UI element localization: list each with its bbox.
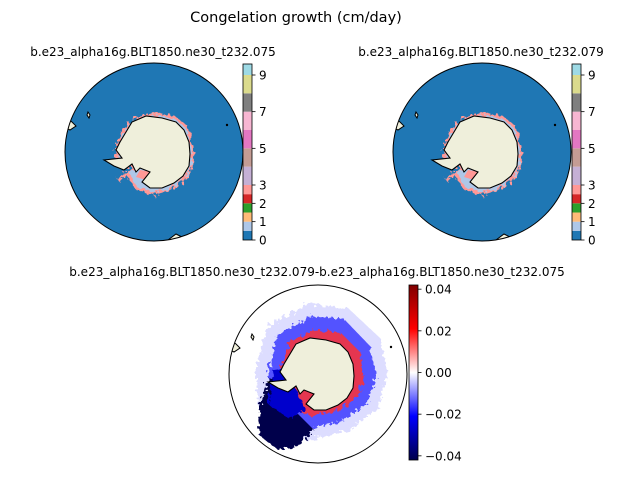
panel-a-title: b.e23_alpha16g.BLT1850.ne30_t232.075	[30, 45, 276, 59]
panel-a-colorbar-bin	[243, 111, 252, 130]
panel-c-colorbar-tick-label: 0.04	[425, 283, 452, 297]
panel-c-colorbar-gradient	[408, 284, 419, 461]
panel-b-colorbar-tick-label: 1	[588, 215, 596, 229]
panel-b-colorbar-bin	[572, 185, 581, 195]
panel-c-colorbar-tick-label: −0.02	[425, 408, 462, 422]
panel-b-colorbar-bin	[572, 230, 581, 240]
panel-a-colorbar-tick-label: 7	[259, 105, 267, 119]
panel-a-colorbar-bin	[243, 212, 252, 222]
panel-c-colorbar-tick-label: 0.00	[425, 366, 452, 380]
panel-a-colorbar-bin	[243, 166, 252, 185]
panel-a-antarctica	[102, 115, 191, 189]
panel-c-island-1	[250, 332, 255, 342]
panel-b-weddell-patch	[464, 170, 480, 180]
panel-a-colorbar-tick-label: 5	[259, 142, 267, 156]
panel-a-colorbar-bin	[243, 64, 252, 75]
panel-b-colorbar-bin	[572, 130, 581, 149]
panel-b-map	[392, 62, 572, 242]
panel-c-colorbar-tick-label: −0.04	[425, 449, 462, 463]
panel-a-colorbar-tick-label: 3	[259, 179, 267, 193]
panel-a-colorbar-bin	[243, 93, 252, 112]
panel-b-colorbar-tick-label: 5	[588, 142, 596, 156]
panel-b-colorbar-bin	[572, 64, 581, 75]
panel-c-colorbar: 0.04 0.02 0.00 −0.02 −0.04	[408, 283, 462, 463]
panel-a-island-2	[225, 123, 229, 127]
panel-b-colorbar-bin	[572, 93, 581, 112]
panel-a-colorbar-bin	[243, 203, 252, 213]
panel-c-title: b.e23_alpha16g.BLT1850.ne30_t232.079-b.e…	[69, 265, 565, 279]
figure-suptitle: Congelation growth (cm/day)	[190, 10, 402, 26]
panel-b-island-2	[553, 123, 557, 127]
panel-a-colorbar-bin	[243, 221, 252, 231]
panel-a-colorbar-bin	[243, 194, 252, 204]
panel-b-colorbar-tick-label: 7	[588, 105, 596, 119]
panel-b-colorbar: 0 1 2 3 5 7 9	[571, 63, 596, 248]
panel-b-colorbar-bin	[572, 111, 581, 130]
panel-b-colorbar-bin	[572, 212, 581, 222]
panel-b-colorbar-bin	[572, 194, 581, 204]
panel-a-colorbar-bin	[243, 130, 252, 149]
panel-a-colorbar-bin	[243, 75, 252, 94]
panel-b-colorbar-bin	[572, 166, 581, 185]
panel-a-colorbar-tick-label: 9	[259, 69, 267, 83]
panel-b-colorbar-tick-label: 3	[588, 179, 596, 193]
panel-a-colorbar-bin	[243, 230, 252, 240]
panel-a-colorbar-tick-label: 0	[259, 234, 267, 248]
panel-b-colorbar-bin	[572, 75, 581, 94]
panel-b-island-1	[414, 110, 419, 120]
panel-a-weddell-patch	[136, 170, 152, 180]
panel-b-colorbar-bin	[572, 148, 581, 167]
panel-b-antarctica	[430, 115, 519, 189]
panel-b-colorbar-bin	[572, 203, 581, 213]
panel-a-colorbar-tick-label: 1	[259, 215, 267, 229]
panel-c-island-2	[389, 345, 393, 349]
panel-b-colorbar-bin	[572, 221, 581, 231]
panel-b-colorbar-tick-label: 0	[588, 234, 596, 248]
panel-a-island-1	[86, 110, 91, 120]
panel-a-colorbar-tick-label: 2	[259, 197, 267, 211]
panel-a-colorbar-frame	[242, 63, 253, 241]
panel-a-colorbar-bin	[243, 185, 252, 195]
panel-a-map	[64, 62, 244, 242]
panel-c-map	[228, 284, 408, 464]
panel-a-colorbar-bin	[243, 148, 252, 167]
panel-a-colorbar: 0 1 2 3 5 7 9	[242, 63, 267, 248]
panel-b-title: b.e23_alpha16g.BLT1850.ne30_t232.079	[358, 45, 604, 59]
panel-b-colorbar-tick-label: 2	[588, 197, 596, 211]
panel-b-colorbar-frame	[571, 63, 582, 241]
panel-c-colorbar-tick-label: 0.02	[425, 324, 452, 338]
panel-c-antarctica	[266, 337, 355, 411]
panel-b-colorbar-tick-label: 9	[588, 69, 596, 83]
